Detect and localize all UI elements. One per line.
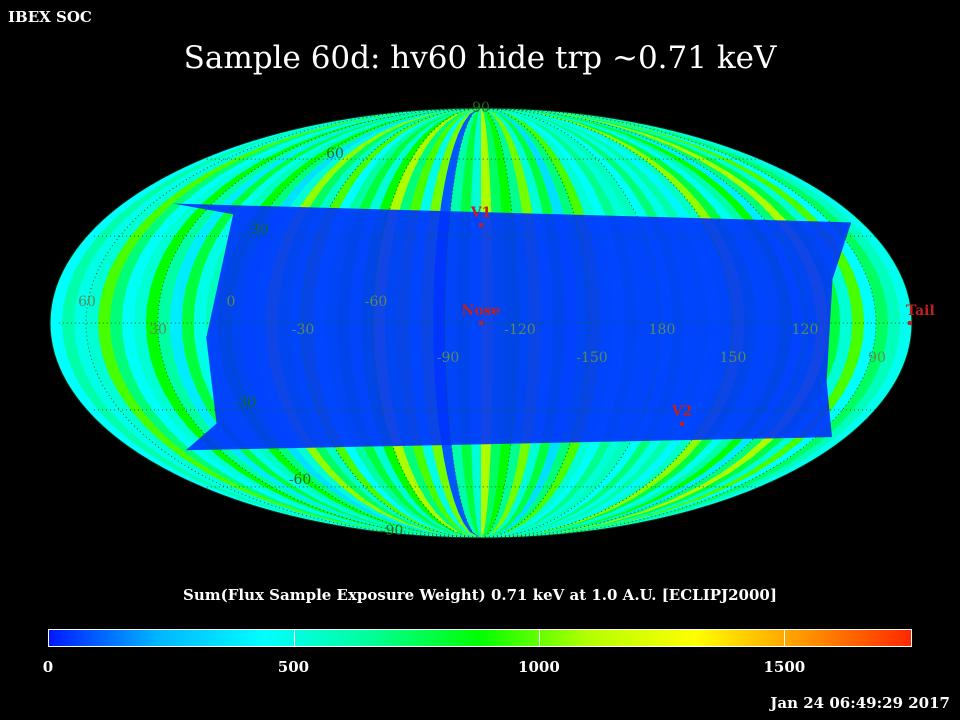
lat-label: 90: [472, 100, 490, 116]
timestamp: Jan 24 06:49:29 2017: [770, 694, 950, 712]
lon-label: 0: [227, 294, 236, 310]
lon-label: -150: [576, 350, 607, 366]
lon-label: 150: [720, 350, 747, 366]
lon-label: 120: [792, 322, 819, 338]
marker-point: [679, 421, 684, 426]
map-markers: V1 Nose V2 Tail: [462, 205, 935, 426]
lat-label: 60: [326, 146, 344, 162]
lon-label: -60: [365, 294, 388, 310]
lon-label: 180: [649, 322, 676, 338]
marker-label: V1: [470, 205, 492, 221]
marker-label: V2: [671, 404, 693, 420]
lat-label: -30: [234, 395, 257, 411]
lat-label: -90: [381, 523, 404, 539]
colorbar-tick-label: 0: [42, 658, 54, 676]
colorbar-tick-label: 1500: [763, 658, 806, 676]
graticule: [56, 108, 912, 538]
marker-point: [908, 321, 912, 325]
lon-label: -90: [437, 350, 460, 366]
org-label: IBEX SOC: [8, 8, 92, 26]
graticule-labels: 60 30 0 -30 -60 -90 -120 -150 180 150 120 90 90 60 30 -…: [78, 100, 886, 539]
map-title: Sample 60d: hv60 hide trp ~0.71 keV: [183, 40, 777, 76]
marker-point: [479, 223, 483, 228]
lon-label: 90: [868, 350, 886, 366]
colorbar-divider: [783, 630, 785, 646]
lat-label: -60: [289, 472, 312, 488]
colorbar-divider: [293, 630, 295, 646]
colorbar-tick-label: 1000: [518, 658, 560, 676]
colorbar-divider: [538, 630, 540, 646]
lon-label: -30: [292, 322, 315, 338]
marker-label: Nose: [462, 303, 501, 319]
lon-label: 60: [78, 294, 96, 310]
colorbar: [48, 629, 912, 647]
colorbar-tick-label: 500: [277, 658, 310, 676]
marker-point: [479, 321, 483, 325]
lon-label: 30: [149, 322, 167, 338]
lon-label: -120: [504, 322, 535, 338]
marker-label: Tail: [906, 303, 935, 319]
lat-label: 30: [251, 222, 269, 238]
colorbar-title: Sum(Flux Sample Exposure Weight) 0.71 ke…: [183, 586, 777, 604]
